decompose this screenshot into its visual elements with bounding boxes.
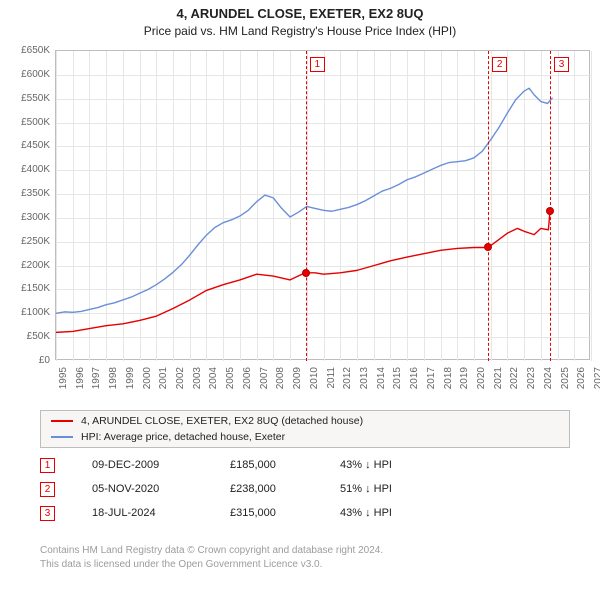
x-tick-label: 2024 — [543, 367, 554, 397]
x-tick-label: 2025 — [560, 367, 571, 397]
x-tick-label: 1998 — [108, 367, 119, 397]
legend-swatch — [51, 436, 73, 438]
x-tick-label: 2017 — [426, 367, 437, 397]
tx-marker: 1 — [40, 458, 55, 473]
x-tick-label: 2008 — [275, 367, 286, 397]
series-hpi — [56, 88, 553, 313]
transaction-marker: 2 — [492, 57, 507, 72]
x-tick-label: 2003 — [192, 367, 203, 397]
footer-line-2: This data is licensed under the Open Gov… — [40, 559, 322, 570]
x-tick-label: 2000 — [142, 367, 153, 397]
x-tick-label: 2021 — [493, 367, 504, 397]
y-tick-label: £350K — [1, 188, 50, 199]
transaction-marker: 3 — [554, 57, 569, 72]
transaction-vline — [488, 51, 489, 361]
x-tick-label: 2011 — [326, 367, 337, 397]
x-tick-label: 2007 — [259, 367, 270, 397]
transaction-marker: 1 — [310, 57, 325, 72]
tx-date: 18-JUL-2024 — [92, 507, 156, 519]
price-chart: £0£50K£100K£150K£200K£250K£300K£350K£400… — [55, 50, 590, 360]
legend-swatch — [51, 420, 73, 422]
tx-delta: 43% ↓ HPI — [340, 459, 392, 471]
y-tick-label: £250K — [1, 236, 50, 247]
y-tick-label: £450K — [1, 140, 50, 151]
x-tick-label: 1996 — [75, 367, 86, 397]
x-tick-label: 2012 — [342, 367, 353, 397]
y-tick-label: £300K — [1, 212, 50, 223]
tx-price: £315,000 — [230, 507, 276, 519]
grid-line-v — [591, 51, 592, 361]
x-tick-label: 2019 — [459, 367, 470, 397]
transaction-dot — [546, 207, 554, 215]
x-tick-label: 2026 — [576, 367, 587, 397]
x-tick-label: 2018 — [443, 367, 454, 397]
legend-label: HPI: Average price, detached house, Exet… — [81, 431, 285, 443]
footer-line-1: Contains HM Land Registry data © Crown c… — [40, 545, 383, 556]
y-tick-label: £500K — [1, 117, 50, 128]
y-tick-label: £200K — [1, 260, 50, 271]
x-tick-label: 2023 — [526, 367, 537, 397]
transaction-vline — [550, 51, 551, 361]
tx-date: 09-DEC-2009 — [92, 459, 159, 471]
transaction-vline — [306, 51, 307, 361]
x-tick-label: 1997 — [91, 367, 102, 397]
x-tick-label: 2006 — [242, 367, 253, 397]
x-tick-label: 2010 — [309, 367, 320, 397]
y-tick-label: £100K — [1, 307, 50, 318]
tx-marker: 2 — [40, 482, 55, 497]
tx-delta: 51% ↓ HPI — [340, 483, 392, 495]
y-tick-label: £0 — [1, 355, 50, 366]
transaction-dot — [302, 269, 310, 277]
page-subtitle: Price paid vs. HM Land Registry's House … — [0, 24, 600, 38]
y-tick-label: £600K — [1, 69, 50, 80]
x-tick-label: 2001 — [158, 367, 169, 397]
page-title: 4, ARUNDEL CLOSE, EXETER, EX2 8UQ — [0, 6, 600, 21]
legend-label: 4, ARUNDEL CLOSE, EXETER, EX2 8UQ (detac… — [81, 415, 363, 427]
x-tick-label: 2020 — [476, 367, 487, 397]
y-tick-label: £50K — [1, 331, 50, 342]
x-tick-label: 1995 — [58, 367, 69, 397]
x-tick-label: 1999 — [125, 367, 136, 397]
x-tick-label: 2016 — [409, 367, 420, 397]
tx-delta: 43% ↓ HPI — [340, 507, 392, 519]
x-tick-label: 2027 — [593, 367, 600, 397]
y-tick-label: £650K — [1, 45, 50, 56]
tx-price: £185,000 — [230, 459, 276, 471]
chart-svg — [56, 51, 591, 361]
x-tick-label: 2002 — [175, 367, 186, 397]
x-tick-label: 2009 — [292, 367, 303, 397]
tx-price: £238,000 — [230, 483, 276, 495]
x-tick-label: 2005 — [225, 367, 236, 397]
legend-entry: HPI: Average price, detached house, Exet… — [51, 431, 285, 443]
y-tick-label: £400K — [1, 164, 50, 175]
y-tick-label: £150K — [1, 283, 50, 294]
y-tick-label: £550K — [1, 93, 50, 104]
x-tick-label: 2004 — [208, 367, 219, 397]
x-tick-label: 2014 — [376, 367, 387, 397]
x-tick-label: 2022 — [509, 367, 520, 397]
x-tick-label: 2015 — [392, 367, 403, 397]
tx-date: 05-NOV-2020 — [92, 483, 159, 495]
legend-entry: 4, ARUNDEL CLOSE, EXETER, EX2 8UQ (detac… — [51, 415, 363, 427]
tx-marker: 3 — [40, 506, 55, 521]
chart-legend: 4, ARUNDEL CLOSE, EXETER, EX2 8UQ (detac… — [40, 410, 570, 448]
x-tick-label: 2013 — [359, 367, 370, 397]
